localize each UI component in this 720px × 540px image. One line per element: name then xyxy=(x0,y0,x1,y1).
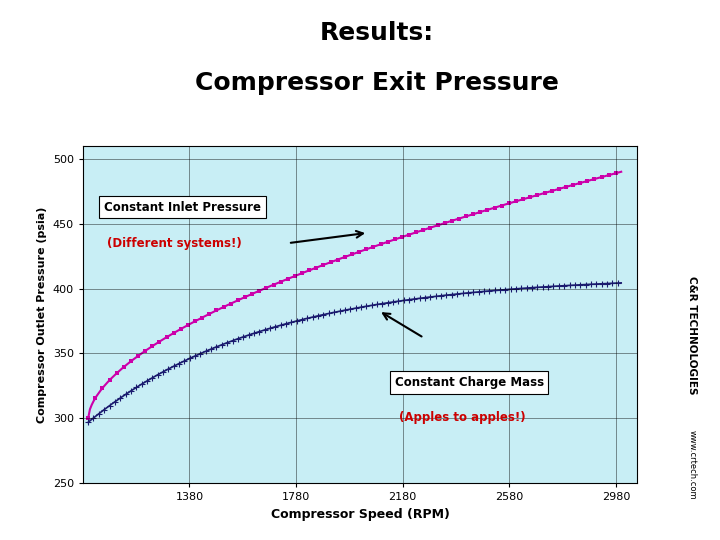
Text: (Different systems!): (Different systems!) xyxy=(107,237,241,250)
Text: C&R TECHNOLOGIES: C&R TECHNOLOGIES xyxy=(687,275,697,394)
Text: Constant Charge Mass: Constant Charge Mass xyxy=(395,376,544,389)
Text: Results:: Results: xyxy=(320,21,434,45)
Y-axis label: Compressor Outlet Pressure (psia): Compressor Outlet Pressure (psia) xyxy=(37,206,47,423)
Text: www.crtech.com: www.crtech.com xyxy=(687,430,696,499)
Text: (Apples to apples!): (Apples to apples!) xyxy=(399,411,526,424)
Text: Compressor Exit Pressure: Compressor Exit Pressure xyxy=(195,71,559,95)
X-axis label: Compressor Speed (RPM): Compressor Speed (RPM) xyxy=(271,508,449,521)
Text: Constant Inlet Pressure: Constant Inlet Pressure xyxy=(104,201,261,214)
